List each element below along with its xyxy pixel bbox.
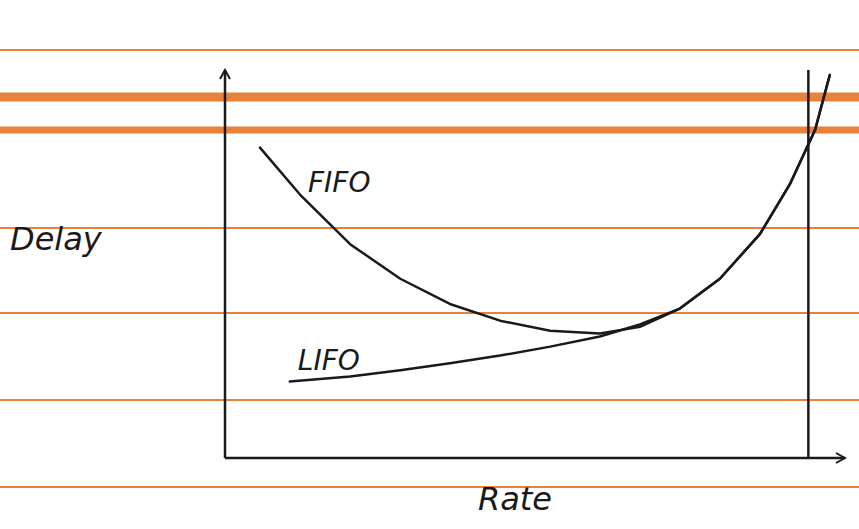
paper-line: [0, 49, 859, 51]
paper-line: [0, 227, 859, 229]
x-axis: [225, 457, 845, 460]
paper-line: [0, 312, 859, 314]
series-label: FIFO: [308, 166, 371, 199]
capacity-line: [807, 70, 810, 458]
plot-area: [260, 70, 830, 458]
series-line: [290, 75, 830, 382]
paper-line: [0, 399, 859, 401]
series-label: LIFO: [298, 344, 360, 377]
chart-svg: FIFO LIFO Delay Rate: [0, 0, 859, 529]
chart-root: FIFO LIFO Delay Rate: [0, 0, 859, 529]
paper-line: [0, 486, 859, 488]
y-axis: [224, 70, 227, 458]
y-axis-title: Delay: [10, 220, 103, 258]
paper-line: [0, 93, 859, 102]
paper-line: [0, 127, 859, 134]
series-line: [260, 75, 830, 333]
x-axis-title: Rate: [478, 480, 552, 518]
paper-lines: [0, 50, 859, 487]
